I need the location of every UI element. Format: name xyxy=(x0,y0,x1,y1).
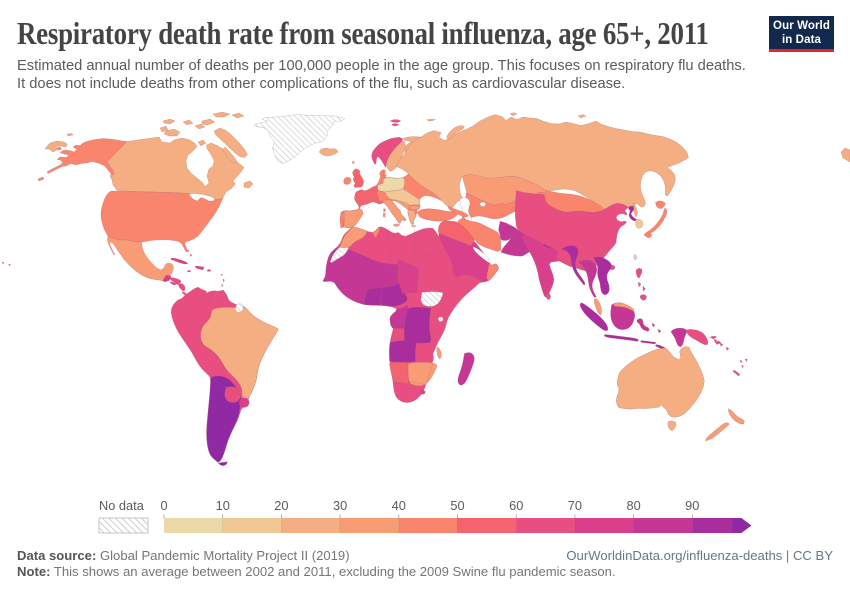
svg-text:90: 90 xyxy=(685,498,699,513)
svg-text:50: 50 xyxy=(450,498,464,513)
svg-text:60: 60 xyxy=(509,498,523,513)
svg-text:0: 0 xyxy=(160,498,167,513)
svg-text:No data: No data xyxy=(99,498,145,513)
svg-text:70: 70 xyxy=(568,498,582,513)
svg-text:30: 30 xyxy=(333,498,347,513)
svg-text:40: 40 xyxy=(392,498,406,513)
svg-text:20: 20 xyxy=(274,498,288,513)
svg-text:80: 80 xyxy=(626,498,640,513)
svg-text:10: 10 xyxy=(216,498,230,513)
